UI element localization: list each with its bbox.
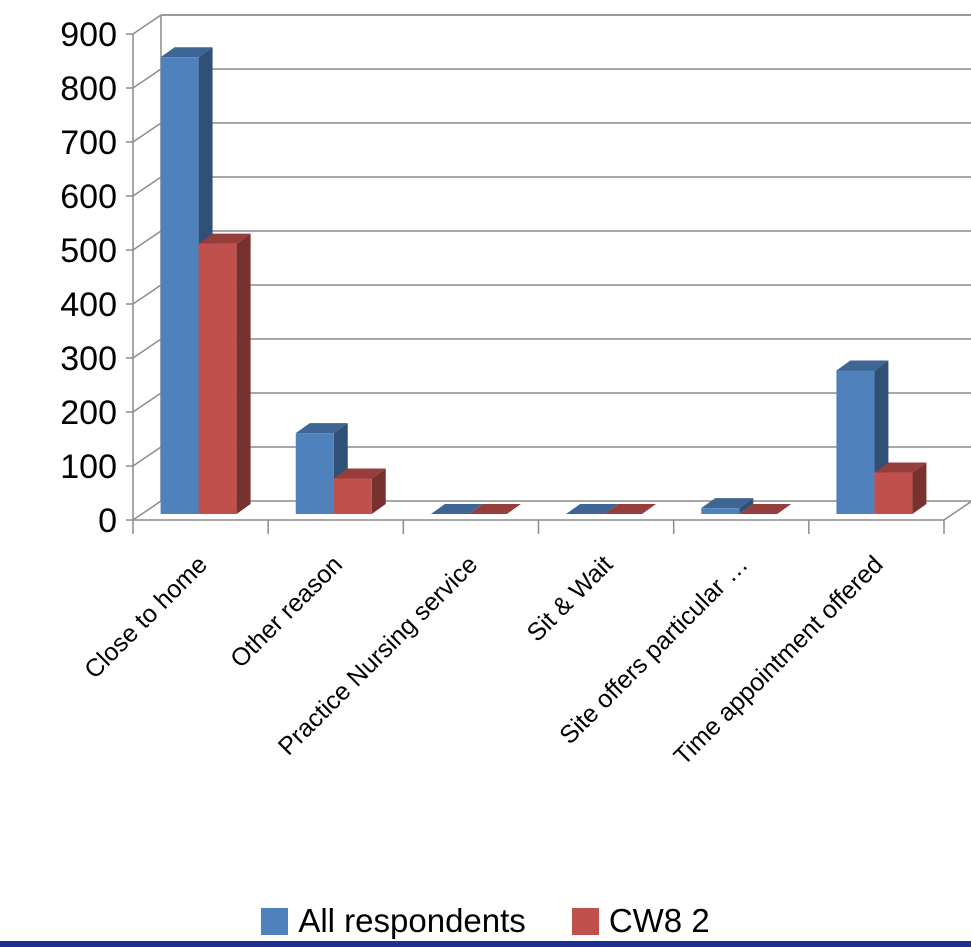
bar-front-5-0 [836, 370, 875, 514]
bar-side-4-0 [739, 498, 754, 514]
bar-top-5-0 [836, 360, 889, 371]
y-tick-label-0: 0 [98, 502, 117, 540]
category-label-0: Close to home [79, 550, 213, 684]
legend: All respondents CW8 2 [0, 901, 971, 941]
bar-side-1-1 [371, 468, 386, 514]
gridline-side-6 [132, 176, 162, 197]
bar-0-1 [198, 233, 251, 514]
chart-plot: 0 100 200 300 400 500 600 700 800 900 Close to ho… [60, 14, 971, 771]
bar-top-0-1 [198, 233, 251, 244]
bar-front-4-0 [701, 508, 740, 514]
gridline-side-2 [132, 392, 162, 413]
gridline-side-1 [132, 446, 162, 467]
bar-side-0-1 [236, 233, 251, 514]
y-tick-label-3: 300 [60, 340, 117, 378]
legend-swatch-0 [261, 907, 289, 935]
y-tick-label-5: 500 [60, 232, 117, 270]
legend-label-1: CW8 2 [608, 902, 710, 939]
bar-top-4-0 [701, 498, 754, 509]
legend-item-0: All respondents [261, 901, 526, 941]
bar-3-0 [566, 504, 619, 514]
bar-4-1 [739, 504, 792, 514]
bar-top-2-1 [468, 504, 521, 514]
bar-top-5-1 [874, 462, 927, 473]
bar-side-5-1 [912, 462, 927, 514]
legend-item-1: CW8 2 [571, 901, 710, 941]
y-tick-label-1: 100 [60, 448, 117, 486]
gridline-side-0 [132, 500, 162, 521]
y-tick-label-8: 800 [60, 70, 117, 108]
y-tick-label-4: 400 [60, 286, 117, 324]
bar-top-2-0 [430, 504, 483, 514]
bar-top-1-1 [333, 468, 386, 479]
bottom-rule [0, 941, 971, 947]
bar-top-1-0 [295, 423, 348, 434]
gridline-side-4 [132, 284, 162, 305]
y-tick-label-9: 900 [60, 16, 117, 54]
bar-4-0 [701, 498, 754, 514]
bar-front-1-1 [333, 478, 372, 514]
bar-top-4-1 [739, 504, 792, 514]
bar-top-0-0 [160, 47, 213, 58]
legend-label-0: All respondents [298, 902, 526, 939]
floor-right-edge [943, 500, 971, 521]
gridline-side-3 [132, 338, 162, 359]
bar-front-0-1 [198, 243, 237, 514]
bar-3-1 [604, 504, 657, 514]
y-tick-label-2: 200 [60, 394, 117, 432]
gridline-side-8 [132, 68, 162, 89]
gridline-side-5 [132, 230, 162, 251]
bar-top-3-0 [566, 504, 619, 514]
category-label-3: Sit & Wait [522, 550, 619, 647]
bar-2-1 [468, 504, 521, 514]
y-tick-label-7: 700 [60, 124, 117, 162]
bar-top-3-1 [604, 504, 657, 514]
legend-swatch-1 [571, 907, 599, 935]
gridline-side-9 [132, 14, 162, 35]
bar-front-1-0 [295, 433, 334, 514]
bar-5-1 [874, 462, 927, 514]
y-tick-label-6: 600 [60, 178, 117, 216]
gridline-side-7 [132, 122, 162, 143]
bar-front-0-0 [160, 57, 199, 514]
bar-2-0 [430, 504, 483, 514]
bar-front-5-1 [874, 472, 913, 514]
bar-1-1 [333, 468, 386, 514]
category-label-1: Other reason [225, 550, 348, 673]
